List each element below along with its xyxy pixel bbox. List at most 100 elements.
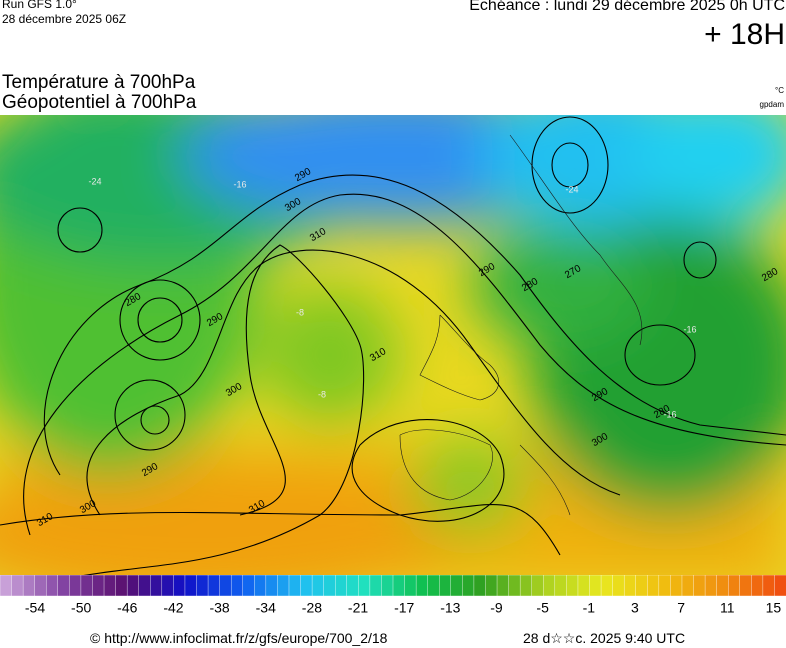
color-swatch (496, 575, 510, 597)
colorbar-label: -50 (71, 600, 91, 615)
isotherm-label: -16 (683, 324, 696, 334)
color-swatch (69, 575, 82, 597)
color-swatch (230, 575, 244, 597)
color-swatch (577, 575, 591, 597)
colorbar-label: -46 (117, 600, 137, 615)
colorbar-label: -13 (440, 600, 460, 615)
map: 2903003102802903002903003103103102902802… (0, 115, 786, 576)
color-swatch (323, 575, 336, 597)
color-swatch (450, 575, 464, 597)
color-swatch (242, 575, 255, 597)
color-swatch (207, 575, 221, 597)
color-swatch (346, 575, 360, 597)
color-swatch (623, 575, 637, 597)
color-swatch (150, 575, 163, 597)
unit-temp: °C (775, 86, 784, 95)
colorbar-label: -17 (394, 600, 414, 615)
color-swatch (92, 575, 105, 597)
color-swatch (693, 575, 706, 597)
color-swatch (589, 575, 602, 597)
color-swatch (57, 575, 71, 597)
color-swatch (254, 575, 267, 597)
color-swatch (681, 575, 695, 597)
colorbar-label: 3 (631, 600, 639, 615)
isotherm-label: -16 (233, 179, 246, 189)
color-swatch (126, 575, 140, 597)
isotherm-label: -16 (663, 409, 676, 419)
color-swatch (265, 575, 279, 597)
color-swatch (716, 575, 729, 597)
footer-stamp: 28 d☆☆c. 2025 9:40 UTC (523, 630, 686, 646)
color-swatch (739, 575, 753, 597)
color-swatch (600, 575, 614, 597)
title-temp: Température à 700hPa (2, 72, 196, 93)
color-swatch (0, 575, 13, 597)
color-swatch (612, 575, 625, 597)
color-swatch (34, 575, 47, 597)
color-swatch (115, 575, 128, 597)
valid-time: Echéance : lundi 29 décembre 2025 0h UTC (469, 0, 785, 14)
run-label: Run GFS 1.0° (2, 0, 77, 11)
color-swatch (288, 575, 302, 597)
color-swatch (22, 575, 36, 597)
color-swatch (774, 575, 786, 597)
color-swatch (80, 575, 94, 597)
isotherm-label: -24 (565, 184, 578, 194)
color-swatch (635, 575, 648, 597)
colorbar: -54 -50 -46 -42 -38 -34 -28 -21 -17 -13 -9 -5 -1 3 7 11… (0, 575, 786, 615)
color-swatch (728, 575, 741, 597)
color-swatch (46, 575, 59, 597)
footer-url: © http://www.infoclimat.fr/z/gfs/europe/… (90, 630, 388, 646)
color-swatch (762, 575, 776, 597)
lead-time: + 18H (704, 18, 785, 51)
colorbar-label: 15 (766, 600, 782, 615)
color-swatch (311, 575, 325, 597)
colorbar-label: -34 (256, 600, 276, 615)
color-swatch (277, 575, 290, 597)
title-geo: Géopotentiel à 700hPa (2, 92, 197, 113)
color-swatch (103, 575, 117, 597)
color-swatch (161, 575, 175, 597)
colorbar-label: -42 (163, 600, 183, 615)
color-swatch (531, 575, 544, 597)
color-swatch (196, 575, 209, 597)
isotherm-label: -8 (318, 389, 326, 399)
temperature-field (0, 115, 786, 576)
colorbar-label: -28 (302, 600, 322, 615)
color-swatch (554, 575, 568, 597)
colorbar-label: 11 (720, 600, 735, 615)
color-swatch (566, 575, 579, 597)
colorbar-label: -21 (348, 600, 368, 615)
color-swatch (381, 575, 394, 597)
color-swatch (138, 575, 151, 597)
color-swatch (647, 575, 660, 597)
isotherm-label: -24 (88, 176, 101, 186)
color-swatch (704, 575, 718, 597)
color-swatch (392, 575, 406, 597)
color-swatch (404, 575, 417, 597)
color-swatch (415, 575, 429, 597)
isotherm-label: -8 (296, 307, 304, 317)
colorbar-label: -5 (536, 600, 549, 615)
color-swatch (485, 575, 498, 597)
color-swatch (508, 575, 521, 597)
color-swatch (473, 575, 487, 597)
color-swatch (658, 575, 672, 597)
colorbar-label: -9 (490, 600, 503, 615)
color-swatch (439, 575, 452, 597)
color-swatch (519, 575, 533, 597)
unit-geo: gpdam (759, 100, 784, 109)
colorbar-label: 7 (677, 600, 685, 615)
colorbar-label: -1 (583, 600, 596, 615)
color-swatch (219, 575, 232, 597)
run-date: 28 décembre 2025 06Z (2, 12, 127, 26)
color-swatch (369, 575, 383, 597)
color-swatch (751, 575, 764, 597)
colorbar-label: -38 (209, 600, 229, 615)
color-swatch (11, 575, 24, 597)
color-swatch (300, 575, 313, 597)
color-swatch (670, 575, 683, 597)
colorbar-label: -54 (25, 600, 45, 615)
color-swatch (427, 575, 440, 597)
